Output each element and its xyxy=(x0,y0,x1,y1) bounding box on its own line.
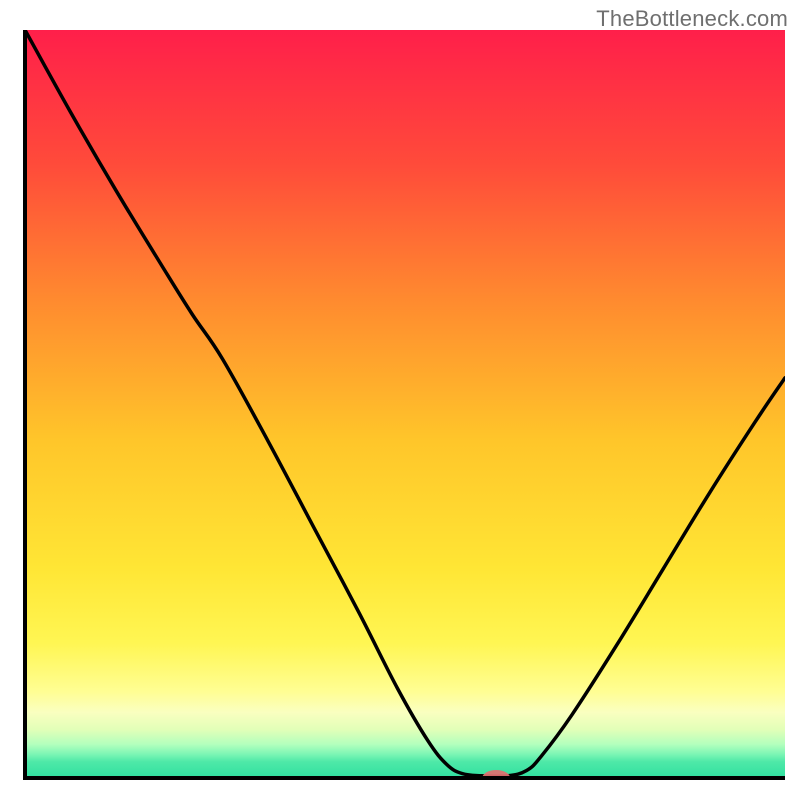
watermark-text: TheBottleneck.com xyxy=(596,6,788,32)
gradient-background xyxy=(25,30,785,778)
plot-area xyxy=(25,30,785,786)
bottleneck-chart xyxy=(0,0,800,800)
chart-container: TheBottleneck.com xyxy=(0,0,800,800)
